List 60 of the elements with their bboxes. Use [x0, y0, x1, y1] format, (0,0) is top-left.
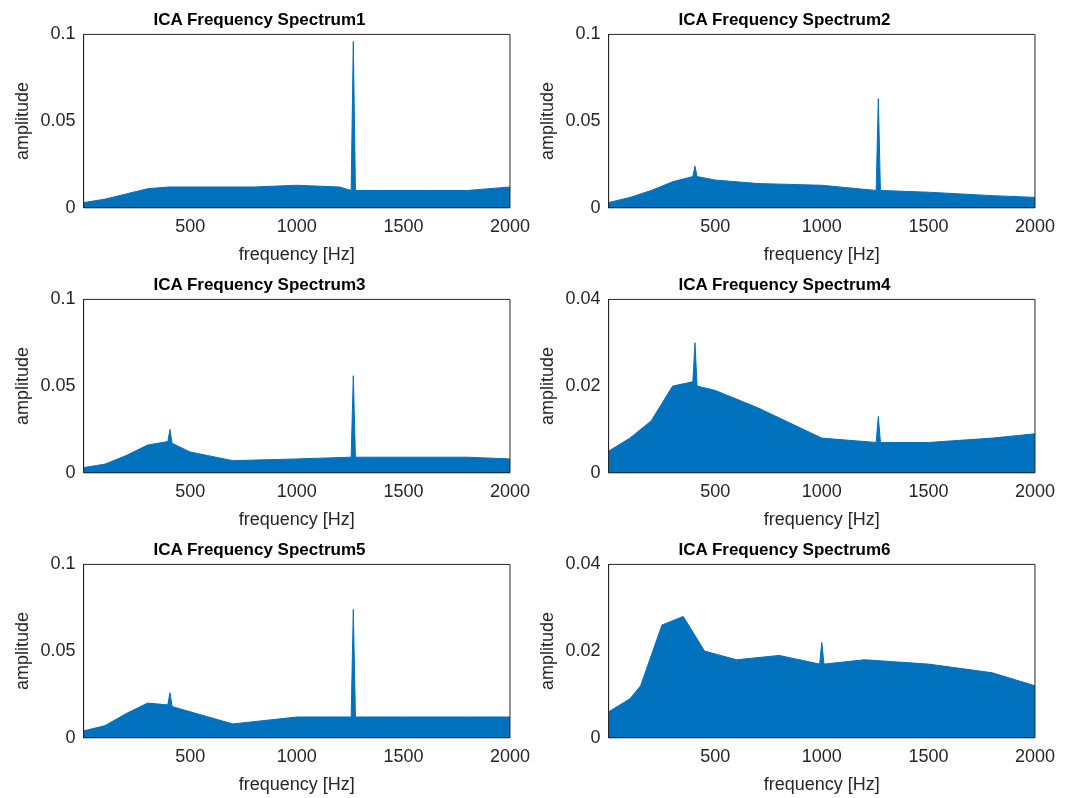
y-tick-label: 0.04: [565, 553, 601, 574]
y-tick-label: 0.05: [40, 110, 76, 131]
x-tick-label: 2000: [489, 745, 530, 766]
x-tick-label: 1500: [383, 480, 424, 501]
x-axis-title: frequency [Hz]: [238, 774, 355, 795]
chart-title: ICA Frequency Spectrum5: [153, 539, 366, 559]
x-tick-label: 1000: [801, 745, 842, 766]
y-tick-label: 0.05: [565, 110, 601, 131]
x-tick-label: 2000: [1014, 215, 1055, 236]
y-axis-title: amplitude: [536, 612, 557, 691]
y-axis-title: amplitude: [11, 612, 32, 691]
y-tick-label: 0.02: [565, 640, 601, 661]
x-axis-title: frequency [Hz]: [238, 509, 355, 530]
x-tick-label: 500: [700, 480, 731, 501]
y-tick-label: 0.04: [565, 288, 601, 309]
y-tick-label: 0.05: [40, 375, 76, 396]
y-axis-title: amplitude: [536, 347, 557, 426]
x-tick-label: 500: [700, 215, 731, 236]
y-axis-title: amplitude: [11, 82, 32, 161]
x-tick-label: 1000: [276, 745, 317, 766]
x-tick-label: 1500: [383, 215, 424, 236]
y-tick-label: 0.1: [50, 288, 76, 309]
y-tick-label: 0.1: [575, 23, 601, 44]
chart-title: ICA Frequency Spectrum6: [678, 539, 891, 559]
y-axis-title: amplitude: [11, 347, 32, 426]
y-tick-label: 0.1: [50, 553, 76, 574]
x-tick-label: 500: [175, 745, 206, 766]
x-axis-title: frequency [Hz]: [763, 244, 880, 265]
x-tick-label: 1500: [383, 745, 424, 766]
x-tick-label: 1500: [908, 480, 949, 501]
x-tick-label: 1000: [276, 480, 317, 501]
y-tick-label: 0: [65, 196, 76, 217]
y-tick-label: 0: [590, 196, 601, 217]
x-tick-label: 1000: [801, 215, 842, 236]
x-tick-label: 500: [700, 745, 731, 766]
x-tick-label: 1000: [276, 215, 317, 236]
chart-title: ICA Frequency Spectrum4: [678, 274, 891, 294]
x-tick-label: 1000: [801, 480, 842, 501]
chart-title: ICA Frequency Spectrum2: [678, 9, 891, 29]
x-tick-label: 500: [175, 480, 206, 501]
y-tick-label: 0.05: [40, 640, 76, 661]
x-tick-label: 1500: [908, 745, 949, 766]
chart-title: ICA Frequency Spectrum3: [153, 274, 366, 294]
x-tick-label: 2000: [489, 215, 530, 236]
x-tick-label: 1500: [908, 215, 949, 236]
x-tick-label: 2000: [489, 480, 530, 501]
x-axis-title: frequency [Hz]: [238, 244, 355, 265]
x-axis-title: frequency [Hz]: [763, 774, 880, 795]
y-tick-label: 0: [65, 461, 76, 482]
x-axis-title: frequency [Hz]: [763, 509, 880, 530]
y-tick-label: 0.02: [565, 375, 601, 396]
y-axis-title: amplitude: [536, 82, 557, 161]
x-tick-label: 500: [175, 215, 206, 236]
y-tick-label: 0.1: [50, 23, 76, 44]
x-tick-label: 2000: [1014, 745, 1055, 766]
y-tick-label: 0: [65, 726, 76, 747]
chart-title: ICA Frequency Spectrum1: [153, 9, 366, 29]
x-tick-label: 2000: [1014, 480, 1055, 501]
y-tick-label: 0: [590, 726, 601, 747]
y-tick-label: 0: [590, 461, 601, 482]
